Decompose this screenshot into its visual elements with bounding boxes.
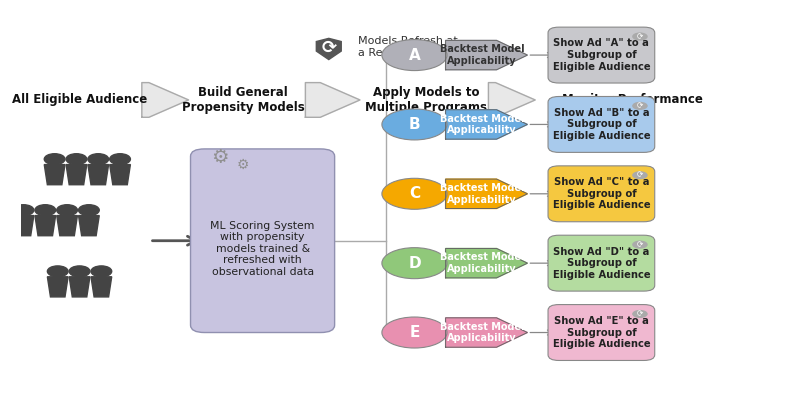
Polygon shape [35,215,56,236]
Text: Show Ad "A" to a
Subgroup of
Eligible Audience: Show Ad "A" to a Subgroup of Eligible Au… [553,38,650,72]
Circle shape [632,310,648,318]
Text: Models Refresh at
a Regular Cadence: Models Refresh at a Regular Cadence [358,36,464,58]
Text: ⟳: ⟳ [637,32,643,41]
Text: ML Scoring System
with propensity
models trained &
refreshed with
observational : ML Scoring System with propensity models… [210,221,314,277]
Text: D: D [408,256,421,271]
Ellipse shape [382,248,447,279]
FancyBboxPatch shape [548,235,654,291]
Text: ⟳: ⟳ [637,309,643,319]
Circle shape [35,205,56,215]
Text: ⚙: ⚙ [211,148,229,166]
Polygon shape [88,164,109,185]
Circle shape [110,154,130,164]
Ellipse shape [382,109,447,140]
Ellipse shape [382,317,447,348]
Text: B: B [409,117,420,132]
Text: ⟳: ⟳ [637,240,643,249]
Text: ⚙: ⚙ [237,158,250,172]
Polygon shape [489,82,535,118]
Text: ⟳: ⟳ [637,171,643,180]
Text: Show Ad "D" to a
Subgroup of
Eligible Audience: Show Ad "D" to a Subgroup of Eligible Au… [553,246,650,280]
Circle shape [632,102,648,110]
Ellipse shape [382,40,447,71]
Text: Backtest Model
Applicability: Backtest Model Applicability [439,183,524,204]
FancyBboxPatch shape [548,27,654,83]
Text: Backtest Model
Applicability: Backtest Model Applicability [439,44,524,66]
Circle shape [91,266,112,277]
Circle shape [88,154,109,164]
Polygon shape [306,82,360,118]
Text: ⟳: ⟳ [637,101,643,111]
Polygon shape [110,164,130,185]
Polygon shape [78,215,99,236]
Circle shape [13,205,34,215]
Text: ⟳: ⟳ [322,39,336,57]
Text: All Eligible Audience: All Eligible Audience [12,93,147,106]
Text: Apply Models to
Multiple Programs: Apply Models to Multiple Programs [365,86,487,114]
Text: Monitor Performance: Monitor Performance [562,93,703,106]
Polygon shape [446,40,527,70]
Circle shape [44,154,65,164]
Circle shape [632,171,648,180]
Polygon shape [13,215,34,236]
Text: Backtest Model
Applicability: Backtest Model Applicability [439,322,524,343]
Polygon shape [66,164,86,185]
FancyBboxPatch shape [548,97,654,153]
Polygon shape [47,277,68,297]
Polygon shape [446,318,527,347]
Circle shape [69,266,90,277]
Polygon shape [142,82,189,118]
Circle shape [78,205,99,215]
Circle shape [47,266,68,277]
Text: E: E [410,325,420,340]
Text: Show Ad "C" to a
Subgroup of
Eligible Audience: Show Ad "C" to a Subgroup of Eligible Au… [553,177,650,211]
Polygon shape [446,179,527,208]
Polygon shape [57,215,78,236]
Circle shape [66,154,86,164]
Text: Backtest Model
Applicability: Backtest Model Applicability [439,253,524,274]
Circle shape [632,33,648,41]
Polygon shape [446,248,527,278]
Circle shape [57,205,78,215]
Text: A: A [409,48,420,62]
Polygon shape [91,277,112,297]
FancyBboxPatch shape [548,304,654,361]
Ellipse shape [382,178,447,209]
Polygon shape [69,277,90,297]
Polygon shape [446,110,527,139]
Text: Show Ad "E" to a
Subgroup of
Eligible Audience: Show Ad "E" to a Subgroup of Eligible Au… [553,316,650,349]
Text: Backtest Model
Applicability: Backtest Model Applicability [439,114,524,135]
Text: Show Ad "B" to a
Subgroup of
Eligible Audience: Show Ad "B" to a Subgroup of Eligible Au… [553,108,650,141]
Polygon shape [316,38,342,60]
Text: C: C [409,186,420,201]
Text: Build General
Propensity Models: Build General Propensity Models [182,86,305,114]
FancyBboxPatch shape [548,166,654,222]
FancyBboxPatch shape [190,149,334,333]
Circle shape [632,240,648,249]
Polygon shape [44,164,65,185]
